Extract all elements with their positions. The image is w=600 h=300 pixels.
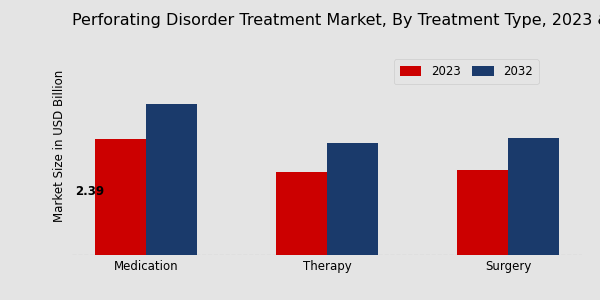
- Bar: [327, 143, 378, 255]
- Text: Perforating Disorder Treatment Market, By Treatment Type, 2023 & 2032: Perforating Disorder Treatment Market, B…: [72, 13, 600, 28]
- Bar: [95, 139, 146, 255]
- Bar: [276, 172, 327, 255]
- Bar: [146, 104, 197, 255]
- Text: 2.39: 2.39: [76, 184, 104, 197]
- Bar: [457, 170, 508, 255]
- Legend: 2023, 2032: 2023, 2032: [394, 59, 539, 84]
- Bar: [508, 138, 559, 255]
- Y-axis label: Market Size in USD Billion: Market Size in USD Billion: [53, 69, 67, 222]
